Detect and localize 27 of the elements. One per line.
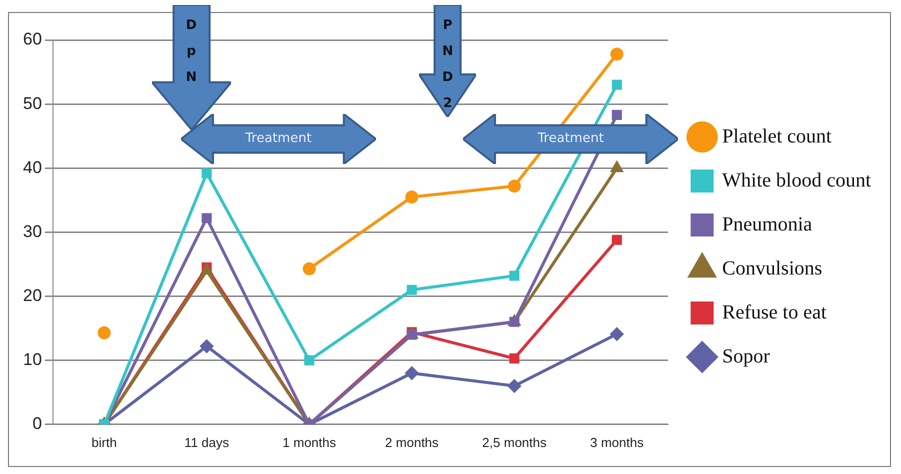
legend-label: Sopor: [722, 345, 770, 368]
x-tick-label: 2 months: [385, 434, 440, 450]
x-tick-label: 3 months: [590, 434, 644, 450]
y-tick-label: 10: [22, 350, 42, 370]
legend-label: Pneumonia: [722, 213, 812, 236]
annotation: PND2: [442, 17, 454, 113]
legend-label: White blood count: [722, 169, 872, 192]
y-tick-label: 0: [32, 414, 42, 434]
double-arrow-icon: Treatment: [463, 114, 678, 164]
x-tick-label: 2,5 months: [482, 434, 547, 450]
legend-label: Refuse to eat: [722, 301, 827, 324]
y-tick-label: 50: [22, 94, 42, 113]
down-arrow-icon: DpN: [152, 5, 231, 130]
x-tick-label: birth: [92, 434, 117, 450]
double-arrow-icon: Treatment: [181, 114, 376, 164]
down-arrow-icon: PND2: [419, 5, 476, 117]
y-tick-label: 60: [22, 30, 42, 49]
y-tick-label: 30: [22, 222, 42, 241]
y-tick-label: 20: [22, 286, 42, 305]
x-tick-label: 11 days: [184, 434, 230, 450]
annotation: Treatment: [245, 131, 312, 146]
legend-label: Platelet count: [722, 125, 832, 148]
x-tick-label: 1 months: [282, 434, 336, 450]
y-tick-label: 40: [22, 158, 42, 177]
legend-label: Convulsions: [722, 257, 822, 280]
annotation: DpN: [185, 17, 198, 87]
annotation: Treatment: [538, 131, 604, 146]
